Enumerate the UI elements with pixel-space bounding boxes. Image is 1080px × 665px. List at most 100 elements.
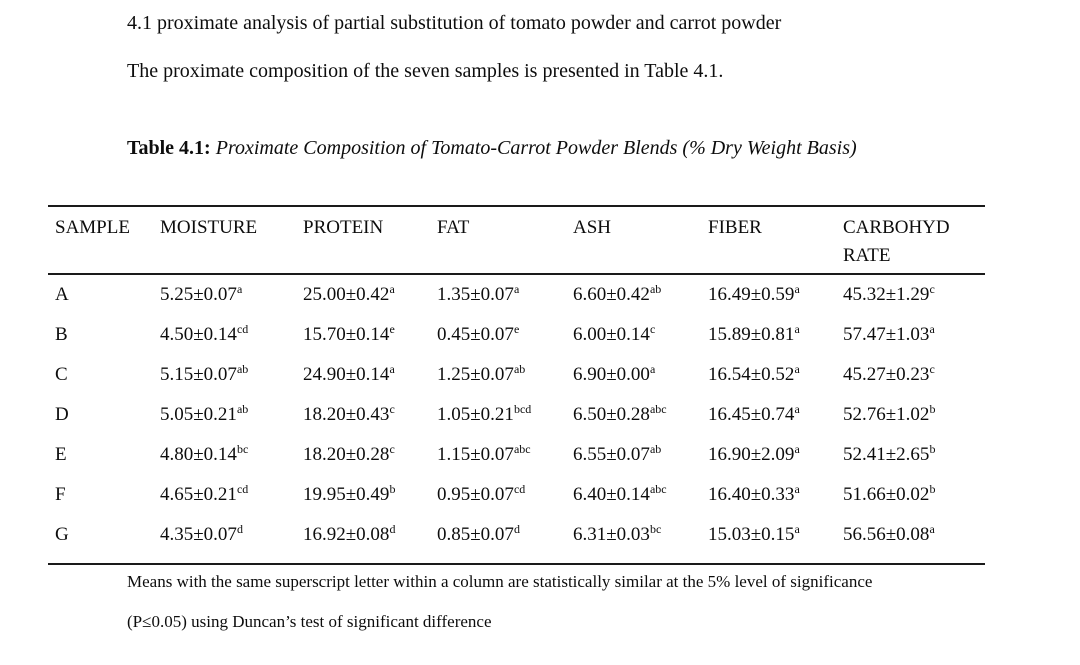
superscript: c bbox=[929, 362, 935, 376]
superscript: a bbox=[794, 402, 800, 416]
superscript: ab bbox=[649, 282, 662, 296]
table-cell: 56.56±0.08a bbox=[843, 522, 935, 545]
table-cell: 24.90±0.14a bbox=[303, 362, 395, 385]
table-cell: 5.25±0.07a bbox=[160, 282, 243, 305]
table-cell: 4.50±0.14cd bbox=[160, 322, 249, 345]
table-cell: 19.95±0.49b bbox=[303, 482, 396, 505]
superscript: cd bbox=[513, 482, 526, 496]
superscript: bc bbox=[649, 522, 662, 536]
table-footnote-line1: Means with the same superscript letter w… bbox=[127, 572, 873, 591]
superscript: cd bbox=[236, 482, 249, 496]
superscript: d bbox=[236, 522, 243, 536]
table-row: E 4.80±0.14bc 18.20±0.28c 1.15±0.07abc 6… bbox=[48, 435, 985, 475]
section-heading: 4.1 proximate analysis of partial substi… bbox=[127, 12, 782, 34]
table-cell: 16.90±2.09a bbox=[708, 442, 800, 465]
table-cell: 6.40±0.14abc bbox=[573, 482, 667, 505]
superscript: ab bbox=[513, 362, 526, 376]
table-row: A 5.25±0.07a 25.00±0.42a 1.35±0.07a 6.60… bbox=[48, 274, 985, 315]
sample-id-cell: F bbox=[55, 484, 66, 505]
superscript: b bbox=[389, 482, 396, 496]
table-cell: 18.20±0.28c bbox=[303, 442, 395, 465]
superscript: c bbox=[389, 402, 395, 416]
table-cell: 45.32±1.29c bbox=[843, 282, 935, 305]
superscript: a bbox=[236, 282, 243, 296]
superscript: c bbox=[389, 442, 395, 456]
sample-id-cell: E bbox=[55, 444, 67, 465]
header-fat: FAT bbox=[430, 206, 566, 275]
table-cell: 4.80±0.14bc bbox=[160, 442, 249, 465]
table-cell: 57.47±1.03a bbox=[843, 322, 935, 345]
sample-id-cell: G bbox=[55, 524, 69, 545]
superscript: a bbox=[513, 282, 520, 296]
table-cell: 15.89±0.81a bbox=[708, 322, 800, 345]
table-cell: 6.00±0.14c bbox=[573, 322, 656, 345]
superscript: abc bbox=[649, 482, 667, 496]
superscript: a bbox=[794, 322, 800, 336]
header-ash: ASH bbox=[566, 206, 701, 275]
table-row: C 5.15±0.07ab 24.90±0.14a 1.25±0.07ab 6.… bbox=[48, 355, 985, 395]
superscript: a bbox=[794, 282, 800, 296]
table-cell: 0.45±0.07e bbox=[437, 322, 520, 345]
table-cell: 16.92±0.08d bbox=[303, 522, 396, 545]
superscript: d bbox=[513, 522, 520, 536]
superscript: b bbox=[929, 482, 936, 496]
table-cell: 16.40±0.33a bbox=[708, 482, 800, 505]
header-fiber: FIBER bbox=[701, 206, 836, 275]
header-carbohydrate: CARBOHYD RATE bbox=[836, 206, 985, 275]
table-row: F 4.65±0.21cd 19.95±0.49b 0.95±0.07cd 6.… bbox=[48, 475, 985, 515]
header-protein: PROTEIN bbox=[296, 206, 430, 275]
table-cell: 16.54±0.52a bbox=[708, 362, 800, 385]
table-cell: 52.76±1.02b bbox=[843, 402, 936, 425]
superscript: a bbox=[794, 442, 800, 456]
superscript: bcd bbox=[513, 402, 532, 416]
table-cell: 52.41±2.65b bbox=[843, 442, 936, 465]
table-cell: 6.31±0.03bc bbox=[573, 522, 662, 545]
table-cell: 6.90±0.00a bbox=[573, 362, 656, 385]
table-cell: 5.05±0.21ab bbox=[160, 402, 249, 425]
table-caption-label: Table 4.1: bbox=[127, 137, 211, 159]
table-cell: 51.66±0.02b bbox=[843, 482, 936, 505]
superscript: b bbox=[929, 442, 936, 456]
superscript: ab bbox=[649, 442, 662, 456]
superscript: abc bbox=[649, 402, 667, 416]
superscript: e bbox=[389, 322, 395, 336]
table-cell: 4.65±0.21cd bbox=[160, 482, 249, 505]
table-cell: 15.03±0.15a bbox=[708, 522, 800, 545]
table-cell: 1.15±0.07abc bbox=[437, 442, 531, 465]
superscript: a bbox=[929, 522, 935, 536]
sample-id-cell: B bbox=[55, 324, 68, 345]
header-moisture: MOISTURE bbox=[153, 206, 296, 275]
superscript: a bbox=[649, 362, 656, 376]
table-cell: 1.35±0.07a bbox=[437, 282, 520, 305]
proximate-composition-table: SAMPLE MOISTURE PROTEIN FAT ASH FIBER CA… bbox=[48, 205, 985, 565]
table-cell: 6.55±0.07ab bbox=[573, 442, 662, 465]
table-cell: 16.49±0.59a bbox=[708, 282, 800, 305]
table-caption-text: Proximate Composition of Tomato-Carrot P… bbox=[215, 137, 857, 159]
superscript: e bbox=[513, 322, 520, 336]
superscript: a bbox=[389, 282, 395, 296]
sample-id-cell: C bbox=[55, 364, 68, 385]
superscript: abc bbox=[513, 442, 531, 456]
superscript: ab bbox=[236, 362, 249, 376]
table-header-row: SAMPLE MOISTURE PROTEIN FAT ASH FIBER CA… bbox=[48, 206, 985, 275]
superscript: a bbox=[794, 482, 800, 496]
superscript: a bbox=[794, 522, 800, 536]
intro-paragraph: The proximate composition of the seven s… bbox=[127, 60, 724, 82]
table-cell: 4.35±0.07d bbox=[160, 522, 243, 545]
table-row: D 5.05±0.21ab 18.20±0.43c 1.05±0.21bcd 6… bbox=[48, 395, 985, 435]
table-row: B 4.50±0.14cd 15.70±0.14e 0.45±0.07e 6.0… bbox=[48, 315, 985, 355]
table-cell: 45.27±0.23c bbox=[843, 362, 935, 385]
table-cell: 0.95±0.07cd bbox=[437, 482, 526, 505]
table-cell: 0.85±0.07d bbox=[437, 522, 520, 545]
superscript: a bbox=[389, 362, 395, 376]
table-cell: 16.45±0.74a bbox=[708, 402, 800, 425]
superscript: d bbox=[389, 522, 396, 536]
superscript: b bbox=[929, 402, 936, 416]
table-cell: 5.15±0.07ab bbox=[160, 362, 249, 385]
table-cell: 15.70±0.14e bbox=[303, 322, 395, 345]
sample-id-cell: D bbox=[55, 404, 69, 425]
sample-id-cell: A bbox=[55, 284, 69, 305]
header-sample: SAMPLE bbox=[48, 206, 153, 275]
superscript: bc bbox=[236, 442, 249, 456]
